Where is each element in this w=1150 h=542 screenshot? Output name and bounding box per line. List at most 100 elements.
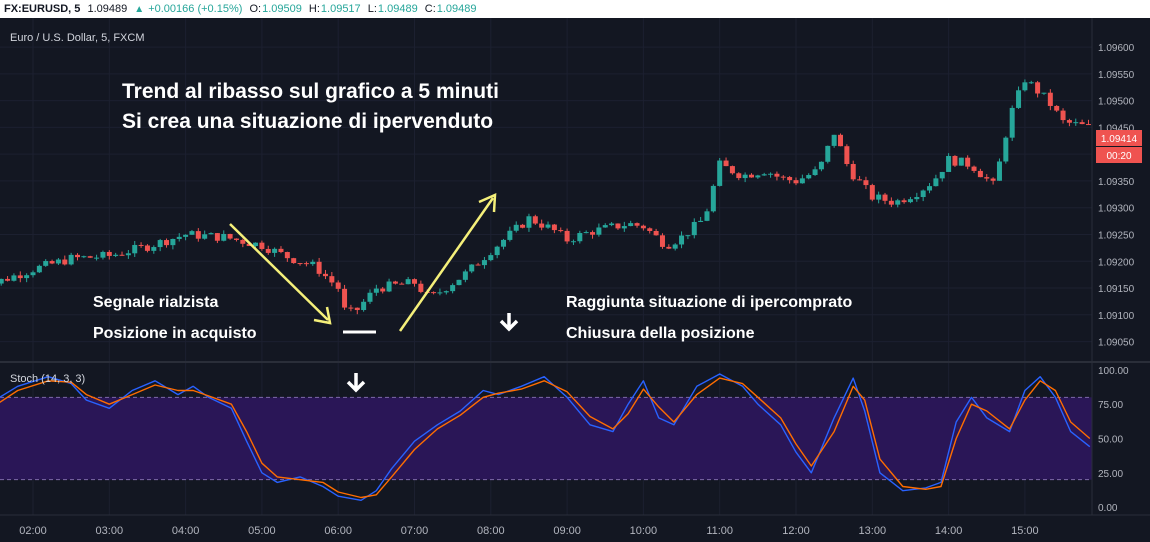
- candle-body: [1009, 107, 1015, 138]
- candle-body: [787, 177, 793, 181]
- high-label: H:: [308, 3, 320, 15]
- candle-body: [1016, 90, 1022, 108]
- candle-body: [138, 244, 144, 246]
- candle-body: [717, 160, 723, 186]
- candle-body: [818, 161, 824, 170]
- candle-body: [850, 164, 856, 180]
- candle-body: [233, 238, 239, 240]
- low-label: L:: [367, 3, 377, 15]
- stoch-k-line: [0, 373, 1091, 501]
- candle-body: [367, 292, 373, 302]
- candle-body: [265, 248, 271, 253]
- overbought-label: Raggiunta situazione di ipercomprato: [566, 294, 852, 311]
- stochastic-lines: [0, 373, 1091, 501]
- candle-body: [551, 224, 557, 231]
- candle-body: [456, 279, 462, 286]
- candle-body: [1073, 122, 1079, 124]
- candle-body: [475, 264, 481, 266]
- price-tick-label: 1.09600: [1098, 43, 1135, 54]
- candle-body: [507, 230, 513, 240]
- candle-body: [825, 145, 831, 162]
- candle-body: [329, 276, 335, 283]
- candle-body: [412, 279, 417, 284]
- candle-body: [596, 227, 602, 235]
- candle-body: [965, 157, 971, 167]
- candle-body: [183, 234, 189, 237]
- candlestick-series: [0, 79, 1091, 315]
- candle-body: [736, 173, 742, 179]
- stoch-axis[interactable]: 100.00 75.00 50.00 25.00 0.00: [1098, 366, 1129, 514]
- time-axis[interactable]: 02:00 03:00 04:00 05:00 06:00 07:00 08:00 09:00…: [19, 525, 1038, 537]
- candle-body: [380, 288, 386, 292]
- candle-body: [75, 254, 81, 258]
- candle-body: [666, 246, 672, 249]
- candle-body: [698, 220, 704, 222]
- candle-body: [729, 166, 735, 174]
- candle-body: [322, 273, 328, 277]
- candle-body: [214, 233, 220, 241]
- candle-body: [539, 223, 545, 228]
- candle-body: [723, 160, 729, 167]
- candle-body: [354, 307, 360, 311]
- candle-body: [195, 231, 201, 239]
- candle-body: [36, 265, 42, 273]
- stoch-d-line: [0, 377, 1091, 499]
- candle-body: [208, 233, 214, 235]
- candle-body: [558, 230, 564, 232]
- candle-body: [628, 223, 634, 227]
- candle-body: [526, 216, 532, 228]
- candle-body: [609, 223, 615, 226]
- candle-body: [278, 248, 284, 253]
- close-value: 1.09489: [436, 3, 477, 15]
- candle-body: [30, 272, 36, 276]
- candle-body: [570, 241, 576, 243]
- candle-body: [1035, 82, 1041, 94]
- candle-body: [373, 288, 379, 293]
- candle-body: [164, 240, 170, 246]
- candle-body: [450, 285, 456, 292]
- candle-body: [806, 175, 812, 179]
- stoch-tick-label: 0.00: [1098, 503, 1118, 514]
- open-value: 1.09509: [262, 3, 302, 15]
- headline-line-1: Trend al ribasso sul grafico a 5 minuti: [122, 80, 499, 103]
- candle-body: [132, 244, 138, 254]
- candle-body: [125, 253, 131, 256]
- stoch-title: Stoch (14, 3, 3): [10, 373, 85, 385]
- candle-body: [1079, 122, 1085, 125]
- candle-body: [43, 261, 49, 266]
- candle-body: [672, 244, 678, 249]
- candle-body: [100, 251, 106, 258]
- candle-body: [462, 271, 468, 280]
- candle-body: [831, 134, 837, 146]
- time-tick-label: 07:00: [401, 525, 429, 537]
- candle-body: [621, 226, 627, 229]
- candle-body: [501, 239, 507, 247]
- candle-body: [933, 178, 939, 187]
- candle-body: [844, 146, 850, 165]
- candle-body: [1054, 105, 1060, 111]
- candle-body: [927, 186, 933, 191]
- candle-body: [1041, 92, 1047, 94]
- time-tick-label: 02:00: [19, 525, 47, 537]
- candle-body: [418, 283, 424, 292]
- candle-body: [704, 211, 710, 221]
- price-tick-label: 1.09150: [1098, 284, 1135, 295]
- candle-body: [227, 233, 233, 239]
- candle-body: [17, 275, 23, 279]
- chart-canvas[interactable]: 1.096001.095501.095001.094501.094001.093…: [0, 18, 1150, 542]
- chart-title: Euro / U.S. Dollar, 5, FXCM: [10, 32, 144, 44]
- candle-body: [157, 240, 163, 248]
- candle-body: [946, 155, 952, 172]
- symbol-label[interactable]: FX:EURUSD, 5: [4, 3, 81, 15]
- uptrend-arrow-icon: [398, 193, 497, 332]
- candle-body: [1003, 137, 1009, 162]
- candle-body: [901, 200, 907, 203]
- timer-badge-text: 00:20: [1106, 151, 1131, 162]
- price-tick-label: 1.09500: [1098, 97, 1135, 108]
- candle-body: [392, 281, 398, 284]
- candle-body: [119, 254, 125, 256]
- time-tick-label: 14:00: [935, 525, 963, 537]
- candle-body: [106, 251, 112, 256]
- candle-body: [240, 239, 246, 244]
- price-tick-label: 1.09300: [1098, 204, 1135, 215]
